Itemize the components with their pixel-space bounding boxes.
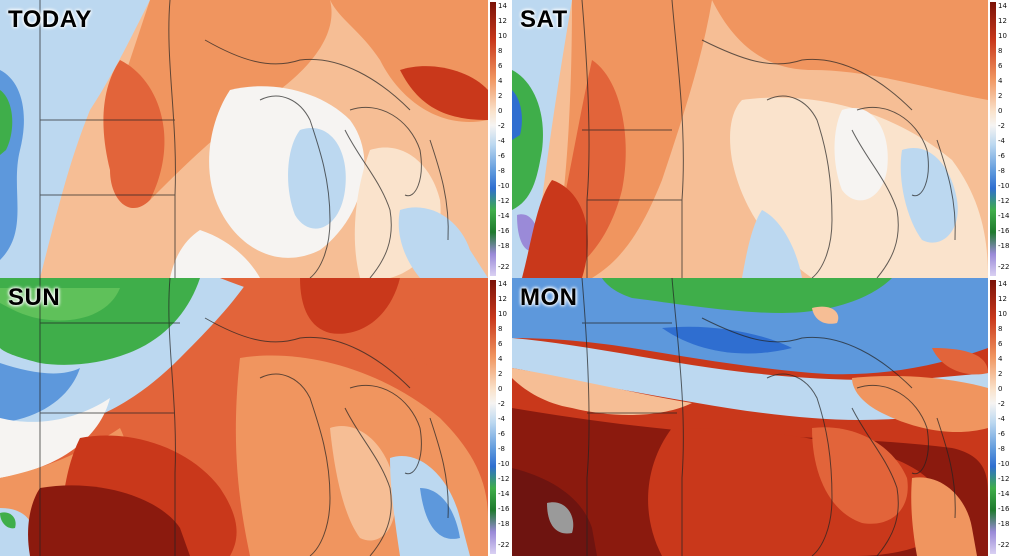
legend-tick: 12 — [498, 295, 507, 303]
legend-tick: -22 — [998, 541, 1010, 549]
legend-tick: 2 — [998, 92, 1003, 100]
map-panel-sun: SUN — [0, 278, 488, 556]
legend-tick: -2 — [498, 400, 505, 408]
legend-tick: -4 — [998, 137, 1005, 145]
panel-title: TODAY — [8, 6, 92, 33]
legend-tick: 10 — [498, 32, 507, 40]
legend-tick: -16 — [998, 227, 1010, 235]
color-scale-bar — [490, 280, 496, 554]
legend-tick: 10 — [998, 32, 1007, 40]
legend-tick: 12 — [998, 295, 1007, 303]
legend-tick: -6 — [498, 152, 505, 160]
legend-tick: 4 — [998, 355, 1003, 363]
legend-tick: 0 — [498, 107, 503, 115]
map-panel-sat: SAT — [512, 0, 988, 278]
legend-tick: 2 — [498, 370, 503, 378]
legend-tick: 4 — [498, 355, 503, 363]
legend-tick: -12 — [498, 475, 510, 483]
legend-tick: 8 — [998, 47, 1003, 55]
color-scale-legend: 14 12 10 8 6 4 2 0 -2 -4 -6 -8 -10 -12 -… — [488, 278, 512, 556]
legend-tick: 6 — [998, 340, 1003, 348]
panel-title: MON — [520, 284, 578, 311]
color-scale-bar — [490, 2, 496, 276]
legend-tick: -14 — [998, 212, 1010, 220]
legend-tick: 2 — [498, 92, 503, 100]
legend-tick: -10 — [498, 460, 510, 468]
legend-tick: -16 — [498, 227, 510, 235]
anomaly-map-mon — [512, 278, 988, 556]
color-scale-bar — [990, 2, 996, 276]
legend-tick: -10 — [498, 182, 510, 190]
legend-tick: 8 — [998, 325, 1003, 333]
legend-tick: -14 — [998, 490, 1010, 498]
panel-title: SAT — [520, 6, 568, 33]
map-panel-mon: MON — [512, 278, 988, 556]
anomaly-map-sat — [512, 0, 988, 278]
legend-tick: 10 — [998, 310, 1007, 318]
legend-tick: 0 — [998, 385, 1003, 393]
color-scale-legend: 14 12 10 8 6 4 2 0 -2 -4 -6 -8 -10 -12 -… — [988, 278, 1024, 556]
legend-tick: 8 — [498, 325, 503, 333]
legend-tick: -2 — [998, 400, 1005, 408]
legend-tick: -22 — [998, 263, 1010, 271]
legend-tick: 14 — [498, 2, 507, 10]
legend-tick: 0 — [498, 385, 503, 393]
legend-tick: -10 — [998, 182, 1010, 190]
legend-tick: 14 — [998, 2, 1007, 10]
legend-tick: 4 — [498, 77, 503, 85]
anomaly-map-sun — [0, 278, 488, 556]
legend-tick: -12 — [998, 475, 1010, 483]
legend-tick: -8 — [998, 167, 1005, 175]
legend-tick: -12 — [998, 197, 1010, 205]
legend-tick: -8 — [498, 445, 505, 453]
legend-tick: -2 — [498, 122, 505, 130]
legend-tick: -22 — [498, 541, 510, 549]
legend-tick: -6 — [998, 430, 1005, 438]
legend-tick: -4 — [998, 415, 1005, 423]
legend-tick: -6 — [498, 430, 505, 438]
legend-tick: 14 — [998, 280, 1007, 288]
legend-tick: -16 — [498, 505, 510, 513]
legend-tick: -8 — [498, 167, 505, 175]
legend-tick: 6 — [498, 340, 503, 348]
legend-tick: -8 — [998, 445, 1005, 453]
panel-title: SUN — [8, 284, 61, 311]
legend-tick: -18 — [498, 242, 510, 250]
anomaly-map-today — [0, 0, 488, 278]
legend-tick: 12 — [498, 17, 507, 25]
legend-tick: -4 — [498, 415, 505, 423]
legend-tick: 4 — [998, 77, 1003, 85]
legend-tick: -18 — [998, 242, 1010, 250]
legend-tick: 6 — [998, 62, 1003, 70]
legend-tick: 8 — [498, 47, 503, 55]
legend-tick: -16 — [998, 505, 1010, 513]
legend-tick: -4 — [498, 137, 505, 145]
map-panel-today: TODAY — [0, 0, 488, 278]
legend-tick: 14 — [498, 280, 507, 288]
legend-tick: -18 — [998, 520, 1010, 528]
color-scale-legend: 14 12 10 8 6 4 2 0 -2 -4 -6 -8 -10 -12 -… — [988, 0, 1024, 278]
legend-tick: 12 — [998, 17, 1007, 25]
legend-tick: 6 — [498, 62, 503, 70]
legend-tick: 0 — [998, 107, 1003, 115]
legend-tick: 10 — [498, 310, 507, 318]
legend-tick: 2 — [998, 370, 1003, 378]
legend-tick: -2 — [998, 122, 1005, 130]
legend-tick: -18 — [498, 520, 510, 528]
legend-tick: -10 — [998, 460, 1010, 468]
legend-tick: -14 — [498, 490, 510, 498]
legend-tick: -22 — [498, 263, 510, 271]
legend-tick: -12 — [498, 197, 510, 205]
legend-tick: -14 — [498, 212, 510, 220]
color-scale-bar — [990, 280, 996, 554]
legend-tick: -6 — [998, 152, 1005, 160]
color-scale-legend: 14 12 10 8 6 4 2 0 -2 -4 -6 -8 -10 -12 -… — [488, 0, 512, 278]
